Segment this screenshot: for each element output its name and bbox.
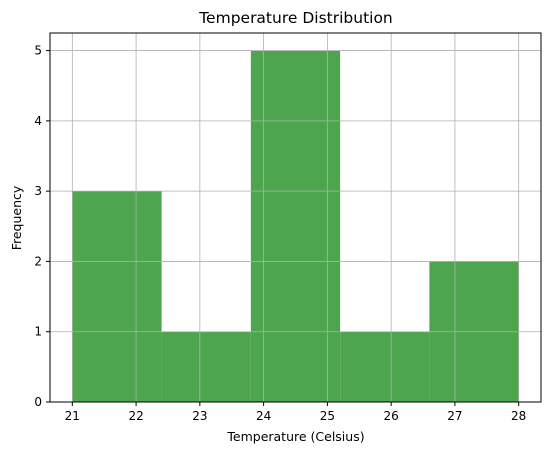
x-tick-label: 28 — [511, 409, 526, 423]
histogram-bar-3 — [250, 50, 341, 402]
y-tick-label: 0 — [34, 395, 42, 409]
y-tick-label: 3 — [34, 184, 42, 198]
y-tick-label: 5 — [34, 44, 42, 58]
x-axis-label: Temperature (Celsius) — [226, 429, 364, 444]
x-tick-label: 27 — [447, 409, 462, 423]
histogram-bar-1 — [72, 191, 162, 402]
x-tick-label: 26 — [384, 409, 399, 423]
y-tick-label: 4 — [34, 114, 42, 128]
y-tick-label: 2 — [34, 254, 42, 268]
chart-title: Temperature Distribution — [198, 9, 393, 27]
histogram-bar-4 — [340, 331, 430, 402]
x-tick-label: 24 — [256, 409, 271, 423]
plot-frame — [49, 32, 542, 403]
y-axis-label: Frequency — [9, 185, 24, 250]
y-tick-label: 1 — [34, 325, 42, 339]
x-tick-label: 25 — [320, 409, 335, 423]
histogram-bars — [72, 50, 519, 402]
axes — [49, 32, 542, 403]
x-tick-label: 23 — [192, 409, 207, 423]
histogram-bar-2 — [161, 331, 251, 402]
x-tick-label: 21 — [65, 409, 80, 423]
x-tick-label: 22 — [128, 409, 143, 423]
